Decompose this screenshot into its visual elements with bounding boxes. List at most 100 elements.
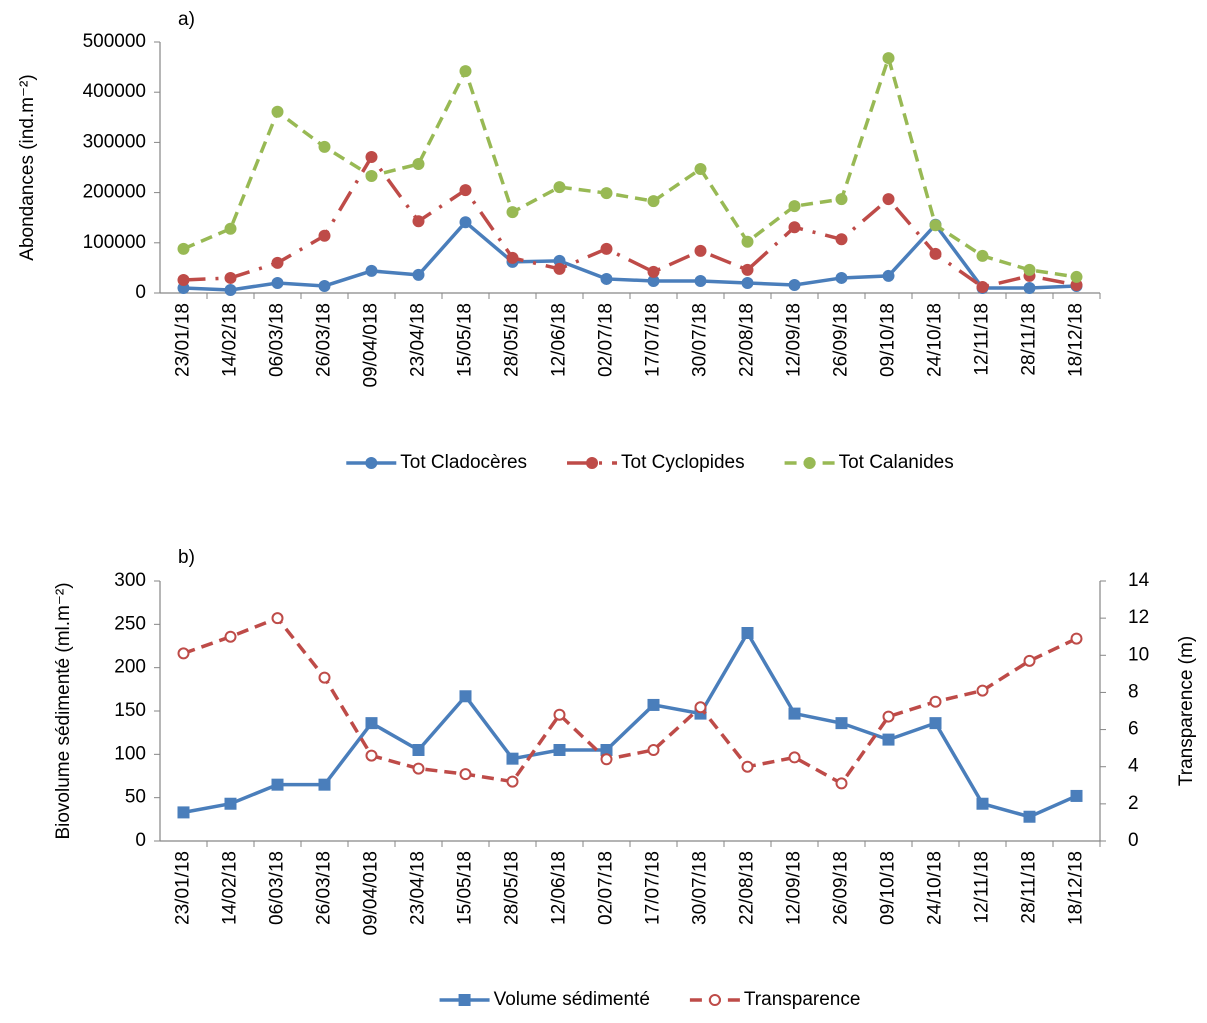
- data-point: [412, 744, 425, 756]
- x-tick-label: 14/02/18: [220, 851, 241, 925]
- x-tick-label: 09/04/018: [361, 851, 382, 936]
- data-point: [224, 283, 237, 296]
- x-tick-label: 12/06/18: [549, 303, 570, 377]
- data-point: [1023, 654, 1036, 667]
- data-point: [271, 778, 284, 791]
- legend-label: Volume sédimenté: [494, 989, 650, 1010]
- legend-label: Tot Cyclopides: [621, 452, 745, 473]
- data-point: [976, 280, 989, 293]
- data-point: [365, 717, 378, 730]
- data-point: [271, 256, 284, 269]
- x-tick-label: 18/12/18: [1066, 303, 1087, 377]
- y-tick-label: 300000: [83, 131, 146, 152]
- legend-marker: [803, 457, 816, 469]
- data-point: [788, 707, 801, 720]
- data-point: [553, 262, 566, 275]
- x-tick-label: 12/09/18: [784, 303, 805, 377]
- legend-marker: [586, 457, 599, 469]
- data-point: [929, 717, 942, 730]
- x-tick-label: 22/08/18: [737, 851, 758, 925]
- data-point: [271, 276, 284, 289]
- x-tick-label: 06/03/18: [267, 303, 288, 377]
- data-point: [506, 775, 519, 788]
- legend-label: Transparence: [744, 989, 861, 1010]
- data-point: [506, 251, 519, 264]
- data-point: [694, 163, 707, 176]
- data-point: [976, 684, 989, 697]
- data-point: [788, 200, 801, 213]
- y-tick-label: 300: [114, 570, 146, 591]
- x-tick-label: 15/05/18: [455, 851, 476, 925]
- data-point: [929, 695, 942, 708]
- x-tick-label: 30/07/18: [690, 851, 711, 925]
- data-point: [741, 263, 754, 276]
- data-point: [459, 690, 472, 703]
- x-tick-label: 23/01/18: [173, 303, 194, 377]
- data-point: [1070, 270, 1083, 283]
- data-point: [318, 671, 331, 684]
- data-point: [882, 193, 895, 206]
- data-point: [365, 749, 378, 762]
- y2-tick-label: 12: [1128, 607, 1149, 628]
- data-point: [741, 276, 754, 289]
- x-tick-label: 09/10/18: [878, 303, 899, 377]
- x-tick-label: 15/05/18: [455, 303, 476, 377]
- x-tick-label: 12/09/18: [784, 851, 805, 925]
- x-tick-label: 09/04/018: [361, 303, 382, 388]
- data-point: [224, 630, 237, 643]
- data-point: [224, 271, 237, 284]
- data-point: [741, 627, 754, 639]
- x-tick-label: 02/07/18: [596, 851, 617, 925]
- data-point: [412, 157, 425, 170]
- data-point: [600, 753, 613, 766]
- x-tick-label: 12/11/18: [972, 303, 993, 376]
- data-point: [365, 170, 378, 183]
- y-tick-label: 400000: [83, 81, 146, 102]
- data-point: [835, 193, 848, 206]
- data-point: [600, 744, 613, 756]
- data-point: [318, 229, 331, 242]
- series-line: [183, 153, 1077, 289]
- x-tick-label: 30/07/18: [690, 303, 711, 377]
- x-tick-label: 26/09/18: [831, 851, 852, 925]
- x-tick-label: 28/11/18: [1019, 303, 1040, 376]
- data-point: [882, 269, 895, 282]
- x-tick-label: 17/07/18: [643, 303, 664, 377]
- x-tick-label: 28/11/18: [1019, 851, 1040, 924]
- data-point: [741, 760, 754, 773]
- data-point: [412, 762, 425, 775]
- data-point: [835, 717, 848, 730]
- y-tick-label: 250: [114, 613, 146, 634]
- x-tick-label: 28/05/18: [502, 303, 523, 377]
- x-tick-label: 28/05/18: [502, 851, 523, 925]
- x-tick-label: 23/04/18: [408, 851, 429, 925]
- data-point: [177, 242, 190, 255]
- data-point: [459, 184, 472, 197]
- y-tick-label: 100000: [83, 232, 146, 253]
- x-tick-label: 18/12/18: [1066, 851, 1087, 925]
- data-point: [318, 279, 331, 292]
- x-tick-label: 12/11/18: [972, 851, 993, 924]
- data-point: [929, 247, 942, 260]
- chart-title: b): [178, 547, 195, 568]
- data-point: [929, 219, 942, 232]
- data-point: [600, 187, 613, 200]
- data-point: [647, 698, 660, 711]
- data-point: [224, 222, 237, 235]
- y2-tick-label: 14: [1128, 570, 1150, 591]
- data-point: [788, 221, 801, 234]
- y2-axis-label: Transparence (m): [1176, 636, 1197, 786]
- data-point: [177, 273, 190, 286]
- data-point: [976, 797, 989, 810]
- y-tick-label: 200000: [83, 182, 146, 203]
- data-point: [835, 233, 848, 246]
- y-tick-label: 200: [114, 657, 146, 678]
- data-point: [412, 215, 425, 228]
- data-point: [882, 733, 895, 746]
- data-point: [553, 744, 566, 756]
- y2-tick-label: 0: [1128, 830, 1139, 851]
- data-point: [1023, 281, 1036, 294]
- data-point: [600, 272, 613, 285]
- data-point: [459, 65, 472, 78]
- x-tick-label: 22/08/18: [737, 303, 758, 377]
